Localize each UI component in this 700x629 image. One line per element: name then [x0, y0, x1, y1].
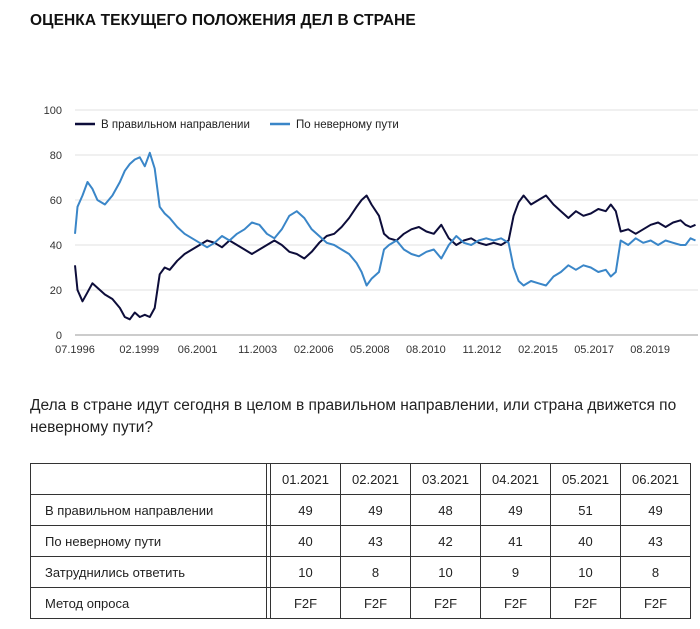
y-tick-label: 20 [50, 285, 62, 297]
table-cell: F2F [550, 587, 621, 619]
y-tick-label: 0 [56, 330, 62, 342]
x-tick-label: 02.1999 [119, 344, 159, 356]
table-cell: 8 [340, 556, 411, 588]
x-tick-label: 08.2019 [630, 344, 670, 356]
table-cell: F2F [480, 587, 551, 619]
table-cell: 10 [270, 556, 341, 588]
table-header-cell: 03.2021 [410, 463, 481, 495]
table-header-cell: 04.2021 [480, 463, 551, 495]
legend-label: В правильном направлении [101, 119, 250, 131]
legend-label: По неверному пути [296, 119, 399, 131]
x-tick-label: 05.2017 [574, 344, 614, 356]
table-cell: 10 [410, 556, 481, 588]
table-cell: 10 [550, 556, 621, 588]
chart-series [74, 151, 696, 321]
x-tick-label: 02.2015 [518, 344, 558, 356]
x-tick-label: 07.1996 [55, 344, 95, 356]
row-label: По неверному пути [30, 525, 267, 557]
x-axis-ticks: 07.1996 02.1999 06.2001 11.2003 02.2006 05.20… [55, 344, 670, 356]
chart-grid [75, 109, 698, 336]
x-tick-label: 05.2008 [350, 344, 390, 356]
page-title: ОЦЕНКА ТЕКУЩЕГО ПОЛОЖЕНИЯ ДЕЛ В СТРАНЕ [30, 12, 416, 29]
table-cell: 41 [480, 525, 551, 557]
table-row: В правильном направлении 49 49 48 49 51 … [30, 494, 691, 526]
table-header-cell: 01.2021 [270, 463, 341, 495]
table-header-cell: 05.2021 [550, 463, 621, 495]
table-row: По неверному пути 40 43 42 41 40 43 [30, 525, 691, 557]
table-header-row: 01.2021 02.2021 03.2021 04.2021 05.2021 … [30, 463, 691, 495]
table-cell: 40 [550, 525, 621, 557]
table-row: Затруднились ответить 10 8 10 9 10 8 [30, 556, 691, 588]
table-cell: F2F [410, 587, 481, 619]
table-cell: F2F [270, 587, 341, 619]
table-cell: F2F [340, 587, 411, 619]
y-axis-ticks: 0 20 40 60 80 100 [44, 105, 62, 342]
table-cell: 49 [480, 494, 551, 526]
chart-legend: В правильном направлении По неверному пут… [75, 119, 399, 131]
x-tick-label: 11.2003 [238, 344, 277, 356]
table-corner-cell [30, 463, 267, 495]
y-tick-label: 80 [50, 150, 62, 162]
trend-line-chart: 0 20 40 60 80 100 07.1996 02.1999 06.2001 11.200… [44, 105, 698, 356]
table-cell: 8 [620, 556, 691, 588]
table-cell: 40 [270, 525, 341, 557]
table-header-cell: 02.2021 [340, 463, 411, 495]
table-cell: 43 [340, 525, 411, 557]
table-cell: 49 [270, 494, 341, 526]
table-cell: 48 [410, 494, 481, 526]
row-label: Затруднились ответить [30, 556, 267, 588]
x-tick-label: 08.2010 [406, 344, 446, 356]
table-cell: 51 [550, 494, 621, 526]
table-cell: 49 [620, 494, 691, 526]
row-label: В правильном направлении [30, 494, 267, 526]
series-line-right-direction [74, 194, 696, 321]
x-tick-label: 06.2001 [178, 344, 218, 356]
x-tick-label: 11.2012 [462, 344, 501, 356]
y-tick-label: 60 [50, 195, 62, 207]
y-tick-label: 100 [44, 105, 62, 117]
x-tick-label: 02.2006 [294, 344, 334, 356]
table-header-cell: 06.2021 [620, 463, 691, 495]
survey-question: Дела в стране идут сегодня в целом в пра… [30, 397, 677, 436]
table-cell: 49 [340, 494, 411, 526]
table-cell: F2F [620, 587, 691, 619]
table-cell: 43 [620, 525, 691, 557]
table-cell: 42 [410, 525, 481, 557]
survey-results-table: 01.2021 02.2021 03.2021 04.2021 05.2021 … [30, 463, 691, 619]
table-cell: 9 [480, 556, 551, 588]
y-tick-label: 40 [50, 240, 62, 252]
row-label: Метод опроса [30, 587, 267, 619]
table-row: Метод опроса F2F F2F F2F F2F F2F F2F [30, 587, 691, 619]
series-line-wrong-path [74, 151, 696, 287]
